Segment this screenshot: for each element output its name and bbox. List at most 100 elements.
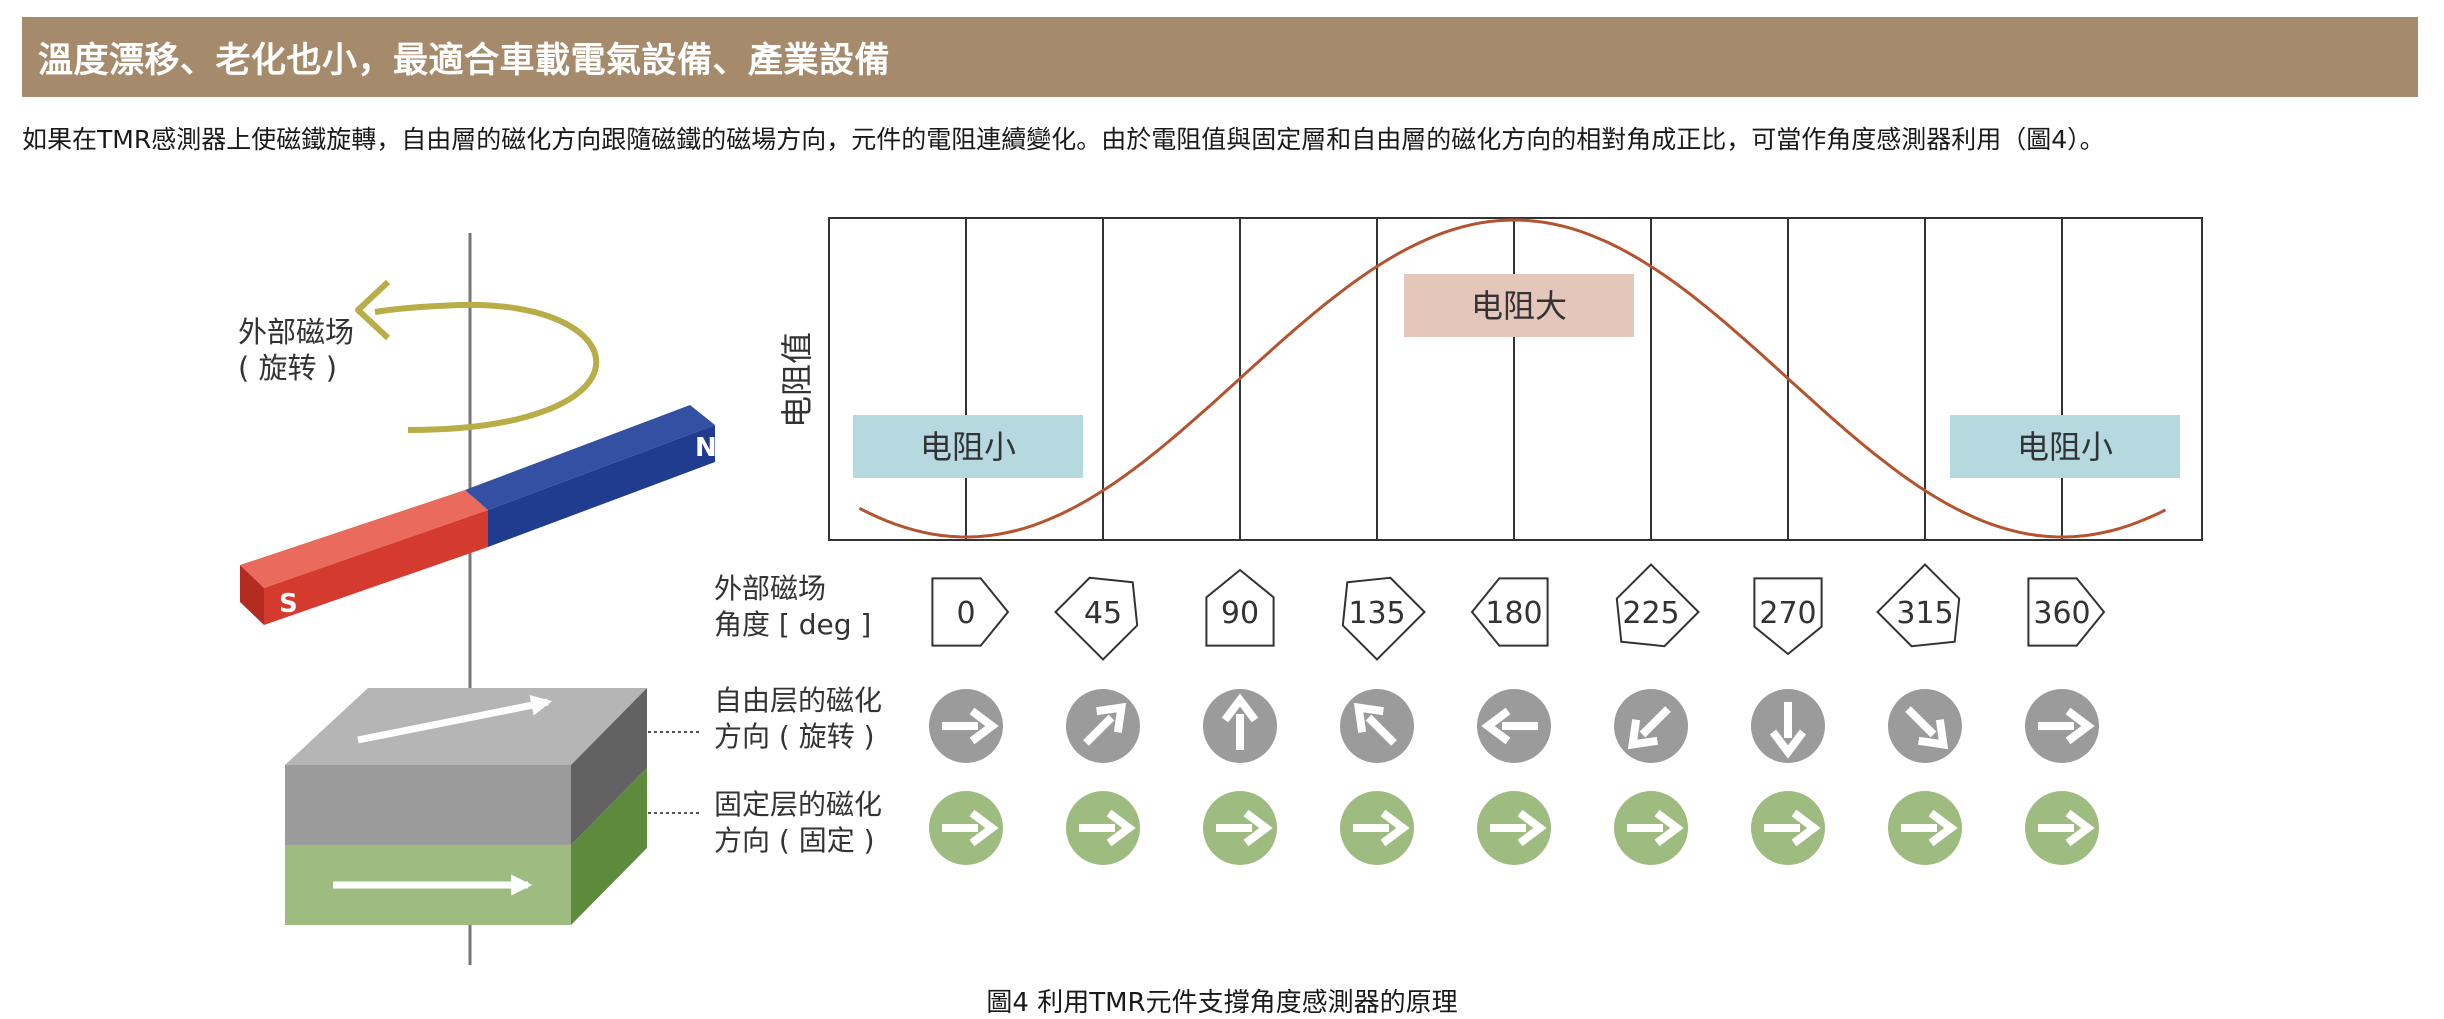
angle-tag-label-315: 315 — [1896, 596, 1953, 631]
free-layer-arrow-shaft — [1365, 714, 1397, 746]
free-layer-arrow-head — [1918, 719, 1949, 750]
angle-tag-0: 0 — [931, 577, 1010, 647]
angle-tag-label-225: 225 — [1622, 596, 1679, 631]
fixed-layer-arrow-icon — [1216, 809, 1273, 847]
fixed-row-label-2: 方向 ( 固定 ) — [714, 824, 875, 857]
fixed-layer-arrow-icon — [1901, 809, 1958, 847]
external-field-label-1: 外部磁场 — [238, 315, 354, 349]
fixed-layer-arrow-head — [1928, 809, 1958, 847]
high-resistance-box — [1404, 274, 1634, 337]
angle-tag-label-0: 0 — [956, 596, 975, 631]
resistance-chart: 电阻小 电阻大 电阻小 电阻值 — [778, 217, 2203, 541]
low-resistance-label-left: 电阻小 — [920, 428, 1016, 466]
fixed-layer-arrow-0 — [929, 791, 1003, 865]
fixed-layer-arrow-icon — [942, 809, 999, 847]
angle-tag-shape-180 — [1470, 577, 1549, 647]
chart-ylabel: 电阻值 — [778, 332, 816, 428]
fixed-layer-arrow-head — [969, 809, 999, 847]
fixed-layer-arrow-270 — [1751, 791, 1825, 865]
fixed-layer-arrow-90 — [1203, 791, 1277, 865]
fixed-layer-arrow-head — [1106, 809, 1136, 847]
angle-tag-shape-90 — [1205, 568, 1275, 647]
fixed-layer-arrow-icon — [1627, 809, 1684, 847]
chart-gridlines — [965, 218, 2063, 540]
fixed-layer-arrow-315 — [1888, 791, 1962, 865]
fixed-layer-arrow-head — [1791, 809, 1821, 847]
angle-row-label-1: 外部磁场 — [714, 572, 826, 605]
free-layer-arrow-135 — [1340, 689, 1414, 763]
fixed-layer-arrow-head — [1517, 809, 1547, 847]
rotation-arrow-icon — [374, 301, 599, 433]
rotation-arrowhead-icon — [355, 279, 391, 341]
angle-tag-45: 45 — [1054, 576, 1139, 661]
fixed-layer-arrow-360 — [2025, 791, 2099, 865]
fixed-layer-arrow-45 — [1066, 791, 1140, 865]
angle-tag-shape-225 — [1615, 563, 1700, 648]
free-layer-arrow-225 — [1614, 689, 1688, 763]
magnet-north-side — [488, 425, 715, 547]
fixed-layer-side — [571, 768, 647, 925]
free-layer-arrow-icon — [1221, 693, 1259, 750]
angle-tag-shape-315 — [1876, 563, 1961, 648]
fixed-layer-arrow-icon — [1764, 809, 1821, 847]
angle-tag-315: 315 — [1876, 563, 1961, 648]
magnet-south-label: S — [279, 589, 298, 619]
free-layer-arrow-360 — [2025, 689, 2099, 763]
fixed-layer-row — [929, 791, 2099, 865]
free-layer-arrow-head — [1769, 729, 1807, 759]
external-field-label-2: ( 旋转 ) — [238, 351, 337, 385]
high-resistance-label: 电阻大 — [1471, 287, 1567, 325]
free-layer-arrow-shaft — [1639, 706, 1671, 738]
angle-row: 0 45 90 135 180 225 270 315 360 — [931, 563, 2106, 661]
free-layer-arrow-icon — [942, 707, 999, 745]
free-layer-arrow-head — [1627, 719, 1658, 750]
free-layer-arrow-315 — [1888, 689, 1962, 763]
free-layer-arrow-90 — [1203, 689, 1277, 763]
angle-tag-label-180: 180 — [1485, 596, 1542, 631]
angle-tag-270: 270 — [1753, 577, 1823, 656]
angle-tag-90: 90 — [1205, 568, 1275, 647]
free-layer-front — [285, 765, 571, 845]
fixed-layer-arrow-head — [1380, 809, 1410, 847]
bar-magnet: S N — [240, 405, 717, 625]
angle-tag-label-45: 45 — [1084, 596, 1122, 631]
fixed-layer-arrow-icon — [1353, 809, 1410, 847]
free-layer-arrow-icon — [1083, 702, 1127, 746]
angle-tag-label-135: 135 — [1348, 596, 1405, 631]
free-layer-row — [929, 689, 2099, 763]
free-layer-arrow-head — [1096, 702, 1127, 733]
angle-tag-225: 225 — [1615, 563, 1700, 648]
angle-tag-shape-0 — [931, 577, 1010, 647]
free-row-label-1: 自由层的磁化 — [714, 684, 882, 717]
free-row-label-2: 方向 ( 旋转 ) — [714, 720, 875, 753]
magnet-north-top — [465, 405, 715, 510]
angle-tag-360: 360 — [2027, 577, 2106, 647]
free-layer-arrow-180 — [1477, 689, 1551, 763]
free-layer-arrow-45 — [1066, 689, 1140, 763]
fixed-layer-arrow-head — [1654, 809, 1684, 847]
free-layer-arrow-icon — [357, 694, 553, 744]
fixed-layer-arrow-135 — [1340, 791, 1414, 865]
fixed-layer-arrow-head — [1243, 809, 1273, 847]
angle-tag-label-360: 360 — [2033, 596, 2090, 631]
magnet-north-label: N — [695, 433, 717, 463]
fixed-layer-arrow-head — [2065, 809, 2095, 847]
page-title: 溫度漂移、老化也小，最適合車載電氣設備、產業設備 — [38, 40, 891, 81]
magnet-south-top — [240, 490, 488, 588]
free-layer-arrow-icon — [1481, 707, 1538, 745]
intro-paragraph: 如果在TMR感測器上使磁鐵旋轉，自由層的磁化方向跟隨磁鐵的磁場方向，元件的電阻連… — [22, 125, 2105, 154]
free-layer-arrow-shaft — [1083, 714, 1115, 746]
fixed-layer-arrow-icon — [1490, 809, 1547, 847]
fixed-layer-arrow-icon — [2038, 809, 2095, 847]
free-layer-top — [285, 688, 647, 765]
angle-tag-135: 135 — [1341, 576, 1426, 661]
free-layer-arrow-head — [969, 707, 999, 745]
free-layer-arrow-icon — [1769, 702, 1807, 759]
fixed-layer-arrow-225 — [1614, 791, 1688, 865]
low-resistance-box-right — [1950, 415, 2180, 478]
free-layer-arrow-icon — [1353, 702, 1397, 746]
angle-tag-shape-135 — [1341, 576, 1426, 661]
free-layer-arrow-icon — [1627, 706, 1671, 750]
resistance-curve — [858, 218, 2167, 539]
